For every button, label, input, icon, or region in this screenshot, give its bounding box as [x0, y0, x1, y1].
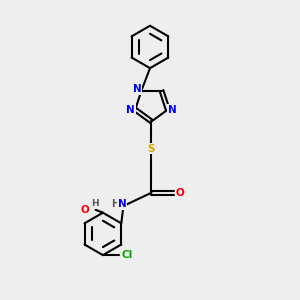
Text: S: S — [148, 143, 155, 154]
Text: N: N — [126, 105, 135, 115]
Text: O: O — [81, 205, 90, 215]
Text: N: N — [118, 200, 126, 209]
Text: H: H — [111, 200, 119, 209]
Text: N: N — [133, 84, 141, 94]
Text: Cl: Cl — [122, 250, 133, 260]
Text: O: O — [176, 188, 184, 198]
Text: H: H — [91, 200, 99, 208]
Text: N: N — [168, 105, 176, 115]
